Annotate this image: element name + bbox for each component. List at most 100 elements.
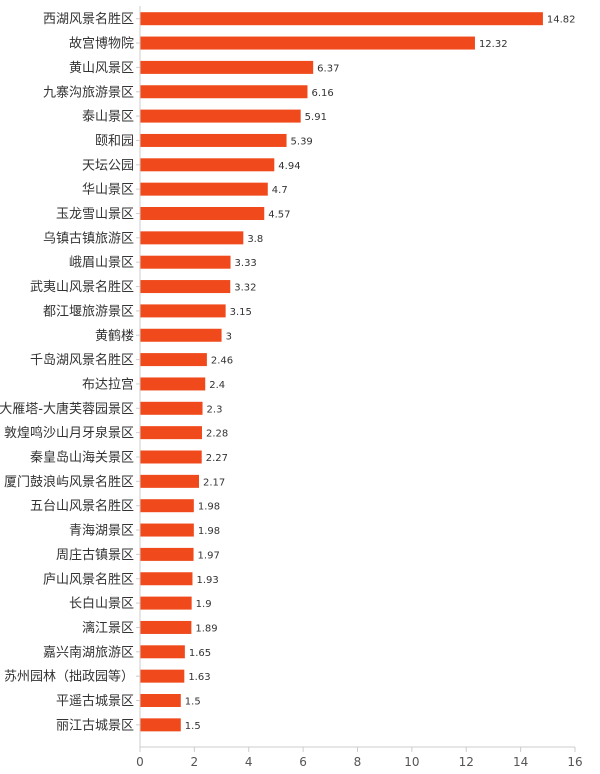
- bar-row: 敦煌鸣沙山月牙泉景区 2.28: [4, 425, 228, 441]
- category-label: 黄鹤楼: [95, 328, 134, 344]
- bar-row: 长白山景区 1.9: [69, 596, 212, 612]
- bar: [140, 353, 207, 367]
- bar-row: 秦皇岛山海关景区 2.27: [30, 450, 228, 466]
- value-label: 1.97: [198, 550, 220, 561]
- bar-row: 漓江景区 1.89: [82, 620, 218, 636]
- category-label: 黄山风景区: [69, 61, 134, 76]
- bar: [140, 133, 287, 147]
- bar: [140, 450, 202, 464]
- value-label: 2.4: [209, 380, 225, 391]
- bar: [140, 718, 181, 732]
- value-label: 2.3: [207, 404, 223, 415]
- bar-row: 五台山风景名胜区 1.98: [30, 498, 220, 514]
- category-label: 泰山景区: [82, 110, 134, 125]
- value-label: 3.8: [247, 234, 263, 245]
- value-label: 6.37: [317, 63, 339, 74]
- category-label: 颐和园: [95, 134, 134, 149]
- bar: [140, 109, 301, 123]
- value-label: 1.98: [198, 502, 220, 513]
- category-label: 敦煌鸣沙山月牙泉景区: [4, 425, 134, 441]
- bar-row: 庐山风景名胜区 1.93: [43, 571, 219, 587]
- category-label: 苏州园林（拙政园等）: [4, 669, 134, 685]
- value-label: 2.46: [211, 356, 233, 367]
- value-label: 3: [226, 331, 232, 342]
- value-label: 12.32: [479, 39, 508, 50]
- bar-row: 周庄古镇景区 1.97: [56, 547, 220, 563]
- x-tick-label: 16: [567, 755, 582, 769]
- value-label: 1.9: [196, 599, 212, 610]
- value-label: 4.94: [278, 161, 300, 172]
- value-label: 1.89: [195, 623, 217, 634]
- bar-row: 黄鹤楼 3: [95, 328, 232, 344]
- bar-row: 华山景区 4.7: [82, 182, 288, 198]
- bar: [140, 231, 244, 245]
- x-tick-label: 4: [245, 755, 253, 769]
- x-tick-label: 8: [354, 755, 362, 769]
- bar: [140, 401, 203, 415]
- category-label: 华山景区: [82, 183, 134, 198]
- category-label: 平遥古城景区: [56, 694, 134, 709]
- value-label: 1.93: [196, 575, 218, 586]
- value-label: 3.15: [230, 307, 252, 318]
- x-tick-label: 6: [299, 755, 307, 769]
- bar: [140, 36, 475, 50]
- value-label: 1.5: [185, 697, 201, 708]
- category-label: 长白山景区: [69, 596, 134, 612]
- value-label: 3.32: [234, 283, 256, 294]
- bar: [140, 377, 206, 391]
- bar-row: 九寨沟旅游景区 6.16: [43, 84, 334, 100]
- bar: [140, 328, 222, 342]
- value-label: 2.27: [206, 453, 228, 464]
- value-label: 4.57: [268, 210, 290, 221]
- bar-row: 泰山景区 5.91: [82, 109, 327, 125]
- bar: [140, 280, 231, 294]
- category-label: 厦门鼓浪屿风景名胜区: [4, 474, 134, 490]
- x-tick-label: 12: [459, 755, 474, 769]
- category-label: 玉龙雪山景区: [56, 207, 134, 222]
- bar: [140, 207, 265, 220]
- x-tick-label: 0: [136, 755, 144, 769]
- category-label: 故宫博物院: [69, 37, 134, 52]
- category-label: 九寨沟旅游景区: [43, 84, 134, 100]
- bar-row: 丽江古城景区 1.5: [56, 718, 201, 733]
- category-label: 武夷山风景名胜区: [30, 279, 134, 295]
- bar: [140, 645, 185, 659]
- bar: [140, 572, 193, 586]
- bar-row: 厦门鼓浪屿风景名胜区 2.17: [4, 474, 225, 490]
- x-tick-label: 2: [191, 755, 199, 769]
- bar: [140, 620, 192, 634]
- category-label: 丽江古城景区: [56, 718, 134, 733]
- bar-row: 峨眉山景区 3.33: [69, 255, 257, 271]
- value-label: 3.33: [235, 258, 257, 269]
- bar: [140, 304, 226, 318]
- bar: [140, 255, 231, 269]
- bar-row: 故宫博物院 12.32: [69, 36, 508, 52]
- bar-row: 颐和园 5.39: [95, 133, 313, 149]
- bar-row: 黄山风景区 6.37: [69, 60, 339, 76]
- bar: [140, 85, 308, 99]
- value-label: 5.91: [305, 112, 327, 123]
- x-tick-label: 10: [404, 755, 419, 769]
- bar: [140, 499, 194, 513]
- bar-row: 乌镇古镇旅游区 3.8: [43, 230, 263, 246]
- bar-row: 苏州园林（拙政园等） 1.63: [4, 669, 211, 685]
- bars-layer: 西湖风景名胜区 14.82 故宫博物院 12.32 黄山风景区 6.37 九寨沟旅游景区 6.…: [0, 11, 576, 733]
- bar-row: 千岛湖风景名胜区 2.46: [30, 352, 233, 368]
- value-label: 1.63: [188, 672, 210, 683]
- bar: [140, 669, 185, 683]
- x-tick-label: 14: [513, 755, 528, 769]
- category-label: 青海湖景区: [69, 524, 134, 539]
- x-axis: 0 2 4 6 8 10 12 14 16: [136, 6, 583, 769]
- bar: [140, 60, 314, 74]
- value-label: 2.17: [203, 477, 225, 488]
- category-label: 西湖风景名胜区: [43, 11, 134, 27]
- category-label: 千岛湖风景名胜区: [30, 352, 134, 368]
- category-label: 布达拉宫: [82, 377, 134, 392]
- bar: [140, 182, 268, 196]
- bar: [140, 547, 194, 561]
- bar: [140, 158, 275, 172]
- bar: [140, 12, 543, 26]
- category-label: 大雁塔-大唐芙蓉园景区: [0, 401, 134, 417]
- category-label: 秦皇岛山海关景区: [30, 450, 134, 466]
- category-label: 庐山风景名胜区: [43, 571, 134, 587]
